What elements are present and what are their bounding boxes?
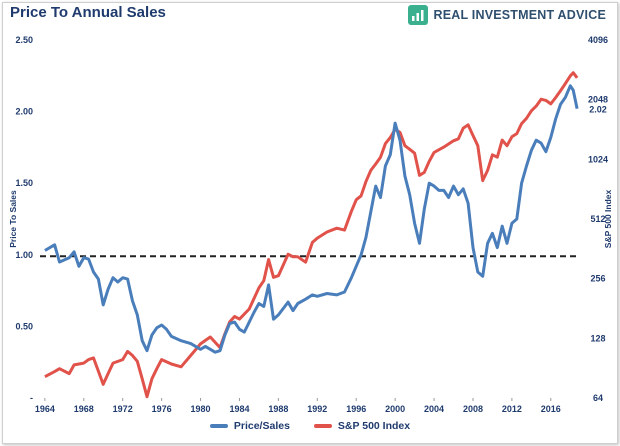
y-tick-label: 0.50 xyxy=(15,321,33,331)
legend-label-price-sales: Price/Sales xyxy=(233,420,290,432)
y-tick-label: - xyxy=(30,393,33,403)
x-tick-label: 2004 xyxy=(424,404,444,414)
legend-item-price-sales: Price/Sales xyxy=(209,420,290,432)
legend-item-sp500: S&P 500 Index xyxy=(313,420,411,432)
y-tick-label: 2.00 xyxy=(15,107,33,117)
bar-chart-up-icon xyxy=(407,5,428,25)
chart-title: Price To Annual Sales xyxy=(10,4,166,21)
y2-axis-title: S&P 500 Index xyxy=(603,190,613,249)
y2-tick-label: 64 xyxy=(593,393,603,403)
y-axis-title: Price To Sales xyxy=(8,190,18,248)
y-tick-label: 1.50 xyxy=(15,178,33,188)
brand-name: REAL INVESTMENT ADVICE xyxy=(433,8,606,22)
y2-tick-label: 256 xyxy=(590,274,605,284)
x-tick-label: 1992 xyxy=(307,404,327,414)
x-tick-label: 2012 xyxy=(502,404,522,414)
x-tick-label: 1968 xyxy=(74,404,94,414)
y2-tick-label: 2048 xyxy=(588,95,608,105)
brand-logo: REAL INVESTMENT ADVICE xyxy=(407,5,606,25)
x-tick-label: 1996 xyxy=(346,404,366,414)
legend-swatch-price-sales xyxy=(209,424,228,428)
y2-tick-label: 512 xyxy=(590,214,605,224)
x-tick-label: 1972 xyxy=(113,404,133,414)
x-tick-label: 1980 xyxy=(191,404,211,414)
legend: Price/Sales S&P 500 Index xyxy=(0,420,620,432)
y2-tick-label: 4096 xyxy=(588,35,608,45)
x-tick-label: 2000 xyxy=(385,404,405,414)
x-tick-label: 1964 xyxy=(35,404,55,414)
x-tick-label: 2016 xyxy=(541,404,561,414)
series-line-sp500 xyxy=(44,71,579,399)
x-tick-label: 1976 xyxy=(152,404,172,414)
x-tick-label: 1988 xyxy=(268,404,288,414)
legend-swatch-sp500 xyxy=(313,424,332,428)
y-tick-label: 1.00 xyxy=(15,250,33,260)
end-value-label: 2.02 xyxy=(589,105,607,115)
y2-tick-label: 1024 xyxy=(588,154,608,164)
legend-label-sp500: S&P 500 Index xyxy=(337,420,411,432)
x-tick-label: 2008 xyxy=(463,404,483,414)
y-tick-label: 2.50 xyxy=(15,35,33,45)
x-tick-label: 1984 xyxy=(229,404,249,414)
y2-tick-label: 128 xyxy=(590,333,605,343)
series-line-price-sales xyxy=(44,84,579,354)
